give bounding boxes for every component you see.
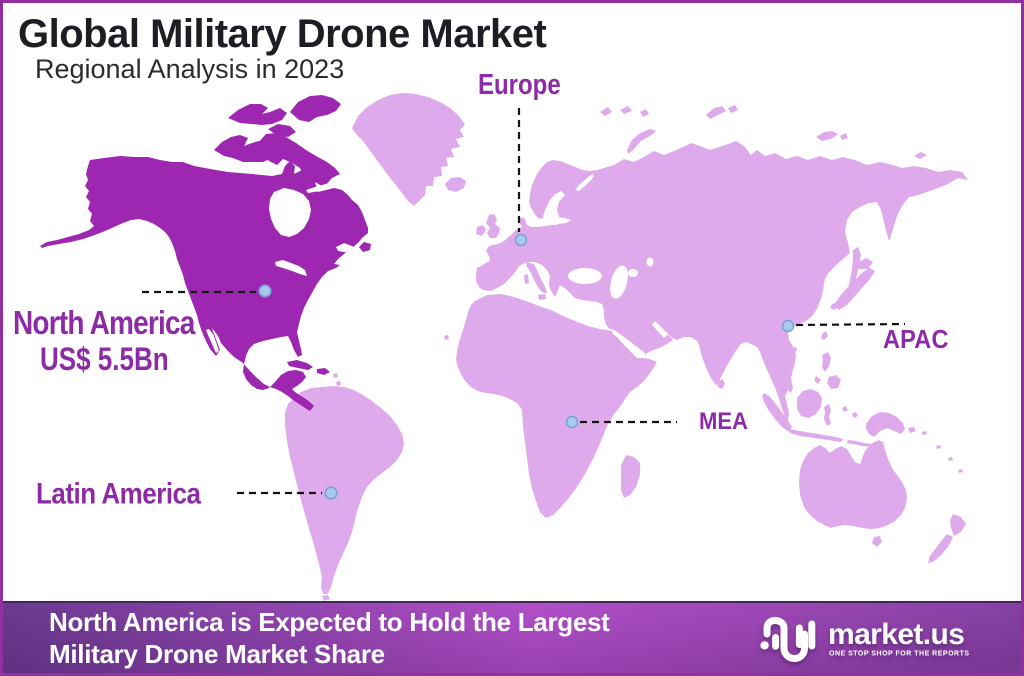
svg-text:market.us: market.us: [828, 618, 964, 651]
svg-text:ONE STOP SHOP FOR THE REPORTS: ONE STOP SHOP FOR THE REPORTS: [829, 651, 970, 658]
